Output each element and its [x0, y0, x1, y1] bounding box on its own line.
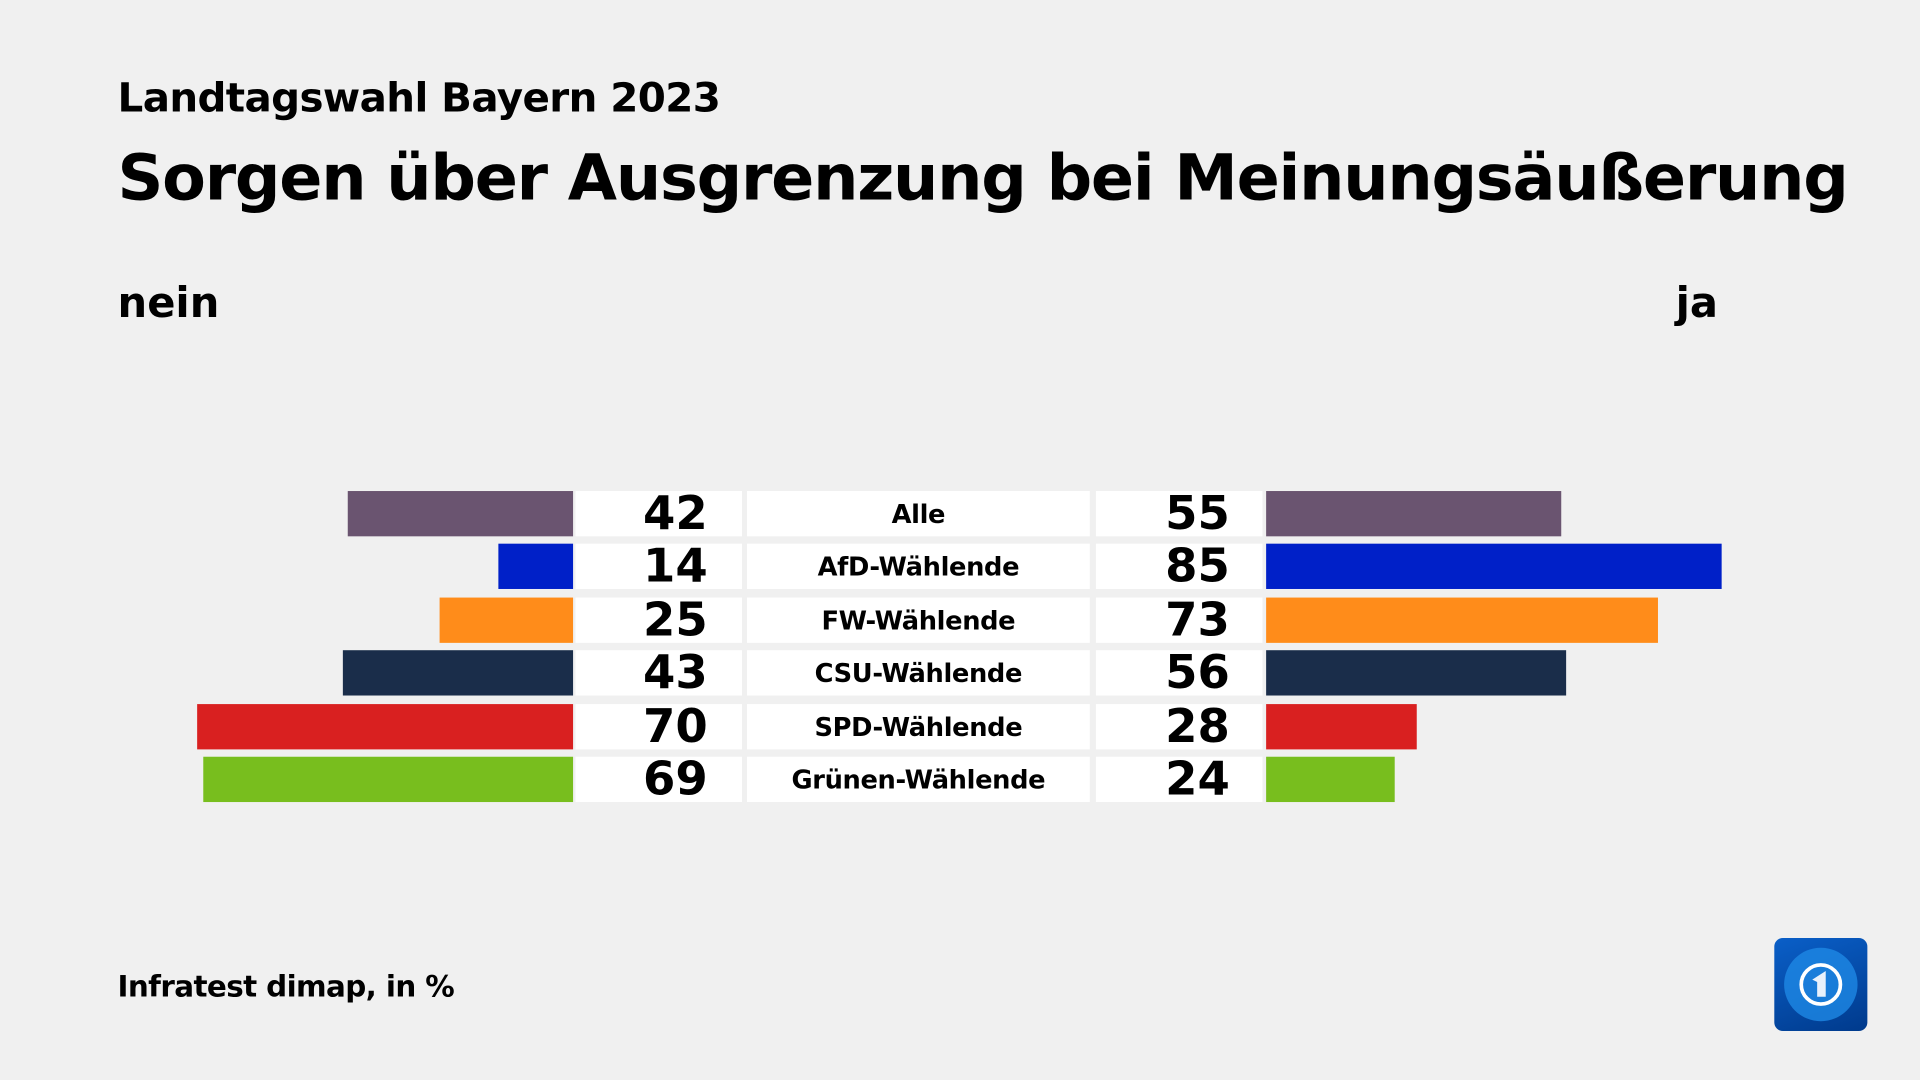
value-ja: 73: [1095, 596, 1263, 643]
bar-nein: [438, 597, 574, 643]
bar-ja: [1266, 650, 1567, 696]
bar-nein: [342, 650, 574, 696]
value-nein: 25: [575, 596, 743, 643]
category-label: SPD-Wählende: [746, 704, 1090, 750]
value-ja: 28: [1095, 703, 1263, 750]
bar-nein: [202, 756, 574, 803]
source-note: Infratest dimap, in %: [117, 969, 455, 1005]
bar-ja: [1266, 597, 1658, 643]
value-ja: 56: [1095, 649, 1263, 696]
bar-nein: [347, 491, 574, 537]
right-axis-label: ja: [1675, 279, 1718, 329]
chart-title: Sorgen über Ausgrenzung bei Meinungsäuße…: [117, 142, 1849, 216]
chart-row: 70 SPD-Wählende 28: [0, 703, 1920, 750]
value-nein: 14: [575, 542, 743, 589]
chart-row: 42 Alle 55: [0, 490, 1920, 537]
category-label: Alle: [746, 491, 1090, 537]
tagesschau-logo-icon: [1774, 937, 1868, 1032]
bar-nein: [497, 543, 574, 589]
bar-ja: [1266, 543, 1723, 589]
value-nein: 43: [575, 649, 743, 696]
chart-row: 25 FW-Wählende 73: [0, 596, 1920, 643]
category-label: Grünen-Wählende: [746, 756, 1090, 803]
category-label: AfD-Wählende: [746, 543, 1090, 589]
bar-nein: [197, 704, 574, 750]
bar-ja: [1266, 704, 1417, 750]
left-axis-label: nein: [117, 279, 220, 329]
category-label: CSU-Wählende: [746, 650, 1090, 696]
bar-ja: [1266, 491, 1562, 537]
chart-subtitle: Landtagswahl Bayern 2023: [117, 73, 721, 122]
chart-row: 43 CSU-Wählende 56: [0, 649, 1920, 696]
value-ja: 85: [1095, 542, 1263, 589]
category-label: FW-Wählende: [746, 597, 1090, 643]
value-nein: 69: [575, 756, 743, 803]
chart-row: 69 Grünen-Wählende 24: [0, 756, 1920, 803]
value-ja: 55: [1095, 490, 1263, 537]
bar-ja: [1266, 756, 1395, 803]
chart-row: 14 AfD-Wählende 85: [0, 542, 1920, 589]
value-nein: 42: [575, 490, 743, 537]
value-nein: 70: [575, 703, 743, 750]
value-ja: 24: [1095, 756, 1263, 803]
